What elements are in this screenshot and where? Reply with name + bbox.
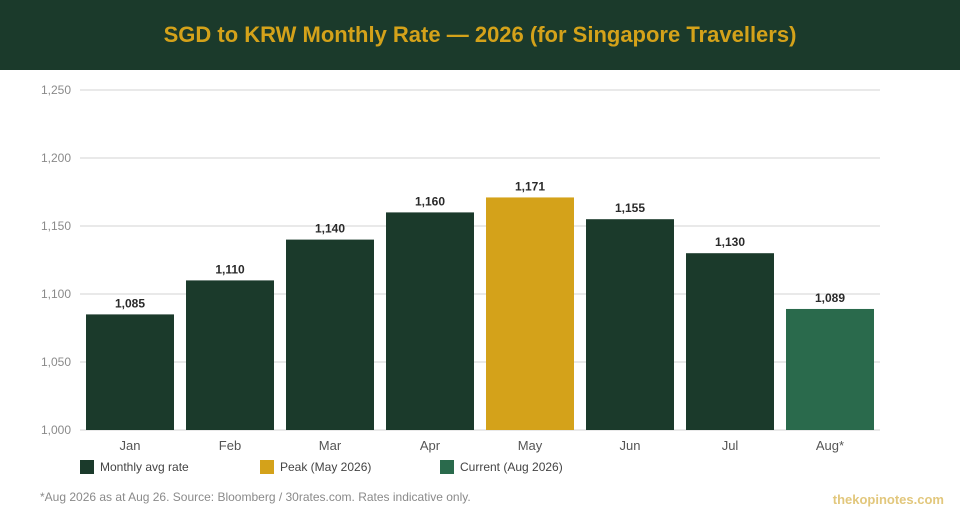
legend-swatch bbox=[260, 460, 274, 474]
legend-label: Peak (May 2026) bbox=[280, 460, 371, 474]
bar bbox=[486, 197, 574, 430]
bar bbox=[86, 314, 174, 430]
x-tick-label: Apr bbox=[420, 438, 441, 453]
y-tick-label: 1,000 bbox=[41, 423, 71, 437]
data-label: 1,130 bbox=[715, 235, 745, 249]
footnote: *Aug 2026 as at Aug 26. Source: Bloomber… bbox=[40, 490, 471, 504]
y-axis: 1,000 1,050 1,100 1,150 1,200 1,250 bbox=[41, 83, 71, 437]
bar bbox=[786, 308, 874, 430]
data-label: 1,110 bbox=[215, 262, 245, 276]
x-tick-label: Jul bbox=[722, 438, 739, 453]
y-tick-label: 1,200 bbox=[41, 151, 71, 165]
legend-swatch bbox=[440, 460, 454, 474]
data-label: 1,160 bbox=[415, 194, 445, 208]
legend-label: Current (Aug 2026) bbox=[460, 460, 563, 474]
bar bbox=[386, 212, 474, 430]
y-tick-label: 1,150 bbox=[41, 219, 71, 233]
legend: Monthly avg rate Peak (May 2026) Current (… bbox=[80, 460, 563, 474]
bars bbox=[86, 197, 874, 430]
legend-item: Current (Aug 2026) bbox=[440, 460, 563, 474]
x-tick-label: Feb bbox=[219, 438, 241, 453]
bar bbox=[186, 280, 274, 430]
data-label: 1,140 bbox=[315, 222, 345, 236]
bar bbox=[286, 239, 374, 430]
chart-title: SGD to KRW Monthly Rate — 2026 (for Sing… bbox=[163, 22, 797, 47]
x-tick-label: Jun bbox=[620, 438, 641, 453]
data-label: 1,089 bbox=[815, 291, 845, 305]
legend-swatch bbox=[80, 460, 94, 474]
chart-header: SGD to KRW Monthly Rate — 2026 (for Sing… bbox=[0, 0, 960, 70]
y-tick-label: 1,100 bbox=[41, 287, 71, 301]
data-labels: 1,085 1,110 1,140 1,160 1,171 1,155 1,130 1,089 bbox=[115, 179, 845, 310]
x-axis: Jan Feb Mar Apr May Jun Jul Aug* bbox=[120, 438, 845, 453]
data-label: 1,155 bbox=[615, 201, 645, 215]
bar-chart: 1,000 1,050 1,100 1,150 1,200 1,250 1,085 1,11… bbox=[41, 83, 880, 474]
bar bbox=[586, 219, 674, 430]
x-tick-label: May bbox=[518, 438, 543, 453]
legend-item: Monthly avg rate bbox=[80, 460, 189, 474]
y-tick-label: 1,250 bbox=[41, 83, 71, 97]
legend-label: Monthly avg rate bbox=[100, 460, 189, 474]
legend-item: Peak (May 2026) bbox=[260, 460, 371, 474]
x-tick-label: Mar bbox=[319, 438, 342, 453]
bar bbox=[686, 253, 774, 430]
y-tick-label: 1,050 bbox=[41, 355, 71, 369]
x-tick-label: Aug* bbox=[816, 438, 844, 453]
data-label: 1,171 bbox=[515, 179, 545, 193]
x-tick-label: Jan bbox=[120, 438, 141, 453]
data-label: 1,085 bbox=[115, 296, 145, 310]
brand-watermark: thekopinotes.com bbox=[832, 492, 944, 507]
